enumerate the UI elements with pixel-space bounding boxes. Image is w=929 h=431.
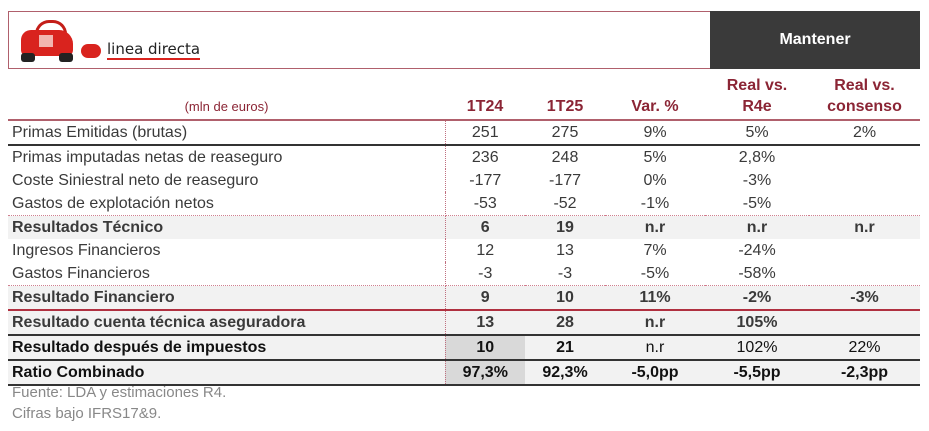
cell-value: -3% bbox=[809, 285, 920, 311]
row-label: Resultado Financiero bbox=[8, 285, 446, 311]
cell-value: 0% bbox=[643, 172, 667, 189]
row-label: Resultado cuenta técnica aseguradora bbox=[8, 310, 446, 336]
cell-value: -24% bbox=[738, 242, 776, 259]
cell-value: -2% bbox=[705, 285, 809, 311]
cell-value bbox=[809, 262, 920, 286]
cell-value bbox=[809, 169, 920, 192]
row-label: Ingresos Financieros bbox=[8, 239, 446, 262]
table-row: Ratio Combinado 97,3% 92,3% -5,0pp -5,5pp -2,… bbox=[8, 360, 920, 386]
col-var: Var. % bbox=[605, 70, 705, 121]
cell-value: n.r bbox=[605, 310, 705, 336]
cell-value: 2% bbox=[809, 120, 920, 146]
cell-value: n.r bbox=[605, 215, 705, 239]
cell-value: -5% bbox=[605, 262, 705, 286]
cell-value: 236 bbox=[471, 149, 499, 166]
cell-value: -1% bbox=[605, 192, 705, 216]
table-row: Ingresos Financieros 12 13 7% -24% bbox=[8, 239, 920, 262]
table-row: Primas imputadas netas de reaseguro 236 24… bbox=[8, 145, 920, 169]
col-1t24: 1T24 bbox=[445, 70, 525, 121]
cell-value: -5,0pp bbox=[605, 360, 705, 386]
cell-value: 105% bbox=[705, 310, 809, 336]
table-row: Resultados Técnico 6 19 n.r n.r n.r bbox=[8, 215, 920, 239]
rating-badge: Mantener bbox=[710, 11, 920, 69]
cell-value: -5,5pp bbox=[705, 360, 809, 386]
row-label: Resultados Técnico bbox=[8, 215, 446, 239]
cell-value: 19 bbox=[525, 215, 605, 239]
cell-value: 22% bbox=[809, 335, 920, 361]
cell-value: 13 bbox=[445, 310, 525, 336]
cell-value: n.r bbox=[809, 215, 920, 239]
cell-value: 102% bbox=[705, 335, 809, 361]
cell-value: 6 bbox=[445, 215, 525, 239]
brand-name: linea directa bbox=[107, 40, 201, 60]
cell-value: -52 bbox=[525, 192, 605, 216]
cell-value: 21 bbox=[525, 335, 605, 361]
table-row: Resultado Financiero 9 10 11% -2% -3% bbox=[8, 285, 920, 311]
table-row: Gastos de explotación netos -53 -52 -1% -5% bbox=[8, 192, 920, 216]
cell-value bbox=[809, 310, 920, 336]
cell-value: -3 bbox=[525, 262, 605, 286]
row-label: Resultado después de impuestos bbox=[8, 335, 446, 361]
header-row: (mln de euros) 1T24 1T25 Var. % Real vs.… bbox=[8, 70, 920, 121]
row-label: Primas Emitidas (brutas) bbox=[8, 120, 446, 146]
cell-value: 9% bbox=[605, 120, 705, 146]
cell-value: 92,3% bbox=[525, 360, 605, 386]
phone-car-icon bbox=[15, 20, 103, 62]
cell-value: 275 bbox=[525, 120, 605, 146]
cell-value: -177 bbox=[548, 172, 582, 189]
results-table: (mln de euros) 1T24 1T25 Var. % Real vs.… bbox=[8, 70, 920, 386]
cell-value: 12 bbox=[476, 242, 495, 259]
cell-value: -5% bbox=[705, 192, 809, 216]
cell-value: n.r bbox=[705, 215, 809, 239]
row-label: Gastos Financieros bbox=[8, 262, 446, 286]
cell-value: n.r bbox=[605, 335, 705, 361]
cell-value bbox=[809, 239, 920, 262]
table-row: Primas Emitidas (brutas) 251 275 9% 5% 2% bbox=[8, 120, 920, 146]
source-note: Fuente: LDA y estimaciones R4. bbox=[12, 384, 227, 401]
cell-value: 10 bbox=[445, 335, 525, 361]
unit-label: (mln de euros) bbox=[8, 70, 445, 121]
cell-value: 9 bbox=[445, 285, 525, 311]
cell-value: 248 bbox=[551, 149, 579, 166]
row-label: Gastos de explotación netos bbox=[8, 192, 446, 216]
cell-value: 28 bbox=[525, 310, 605, 336]
table-row: Coste Siniestral neto de reaseguro -177 -1… bbox=[8, 169, 920, 192]
cell-value: 5% bbox=[643, 149, 667, 166]
cell-value: 2,8% bbox=[738, 149, 776, 166]
col-1t25: 1T25 bbox=[525, 70, 605, 121]
table-row: Gastos Financieros -3 -3 -5% -58% bbox=[8, 262, 920, 286]
cell-value: 5% bbox=[705, 120, 809, 146]
col-real-vs-r4e: Real vs. R4e bbox=[705, 70, 809, 121]
row-label: Primas imputadas netas de reaseguro bbox=[8, 145, 446, 169]
cell-value: -58% bbox=[705, 262, 809, 286]
row-label: Ratio Combinado bbox=[8, 360, 446, 386]
header-box: linea directa bbox=[8, 11, 920, 69]
cell-value: 13 bbox=[556, 242, 574, 259]
cell-value: 97,3% bbox=[445, 360, 525, 386]
cell-value: -2,3pp bbox=[809, 360, 920, 386]
cell-value: 11% bbox=[605, 285, 705, 311]
cell-value: 251 bbox=[445, 120, 525, 146]
linea-directa-logo: linea directa bbox=[15, 20, 201, 62]
cell-value: -3% bbox=[742, 172, 772, 189]
cell-value: -53 bbox=[445, 192, 525, 216]
ifrs-note: Cifras bajo IFRS17&9. bbox=[12, 405, 162, 422]
row-label: Coste Siniestral neto de reaseguro bbox=[8, 169, 446, 192]
cell-value: -177 bbox=[469, 172, 502, 189]
cell-value bbox=[809, 192, 920, 216]
cell-value: 10 bbox=[525, 285, 605, 311]
cell-value: 7% bbox=[643, 242, 667, 259]
table-row: Resultado cuenta técnica aseguradora 13 28… bbox=[8, 310, 920, 336]
cell-value bbox=[809, 145, 920, 169]
table-row: Resultado después de impuestos 10 21 n.r 102… bbox=[8, 335, 920, 361]
cell-value: -3 bbox=[445, 262, 525, 286]
col-real-vs-consenso: Real vs. consenso bbox=[809, 70, 920, 121]
